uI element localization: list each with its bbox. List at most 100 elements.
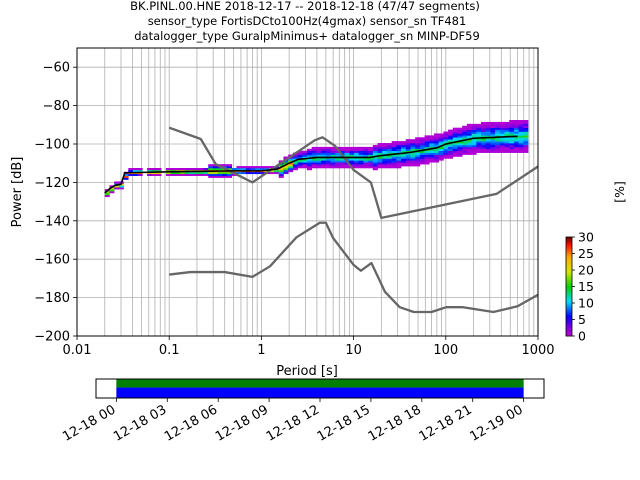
colorbar-segment [566,273,572,276]
ppsd-cell [269,171,275,175]
ppsd-cell [151,169,157,173]
ppsd-cell [513,139,519,142]
ppsd-cell [433,160,439,163]
ppsd-cell [429,148,435,152]
colorbar-segment [566,296,572,299]
ppsd-cell [429,141,435,144]
ppsd-cell [321,152,327,155]
ppsd-cell [438,158,444,161]
ppsd-cell [368,148,374,152]
ppsd-cell [354,160,360,163]
ppsd-cell [471,148,477,152]
ppsd-cell [316,150,322,153]
ppsd-cell [241,171,247,175]
ppsd-cell [471,144,477,148]
ppsd-cell [438,143,444,146]
ppsd-cell [471,135,477,138]
time-tick-label: 12-18 12 [264,402,322,444]
ppsd-cell [513,144,519,148]
ppsd-cell [396,162,402,165]
ppsd-cell [354,166,360,169]
ppsd-cell [128,168,134,171]
ppsd-cell [217,171,223,175]
ppsd-cell [217,173,223,176]
ppsd-cell [448,143,454,146]
ppsd-cell [377,143,383,146]
ppsd-cell [316,154,322,157]
ppsd-cell [405,162,411,165]
ppsd-cell [184,168,190,171]
ppsd-cell [321,164,327,167]
ppsd-cell [316,152,322,155]
ppsd-cell [466,131,472,134]
ppsd-cell [222,164,228,167]
ppsd-cell [419,162,425,165]
ppsd-cell [391,166,397,169]
ppsd-cell [419,137,425,140]
ppsd-cell [410,143,416,146]
ppsd-cell [358,146,364,150]
ppsd-cell [452,133,458,136]
ppsd-cell [372,152,378,155]
ppsd-cell [448,154,454,157]
ppsd-cell [396,148,402,152]
colorbar-segment [566,286,572,289]
title-line-3: datalogger_type GuralpMinimus+ datalogge… [134,29,480,43]
ppsd-cell [424,150,430,153]
colorbar-segment [566,241,572,244]
ppsd-cell [118,185,124,188]
ppsd-cell [476,144,482,148]
ppsd-cell [259,171,265,175]
ppsd-cell [495,123,501,127]
ppsd-cell [363,160,369,163]
ppsd-cell [311,150,317,153]
ppsd-cell [471,131,477,134]
ppsd-cell [518,144,524,148]
noise-model-low [169,221,539,314]
ppsd-cell [175,171,181,175]
ppsd-cell [410,158,416,161]
ppsd-cell [518,127,524,130]
ppsd-cell [433,133,439,136]
ppsd-cell [462,152,468,155]
ppsd-cell [462,137,468,140]
colorbar-segment [566,279,572,282]
ppsd-cell [344,150,350,153]
ppsd-cell [358,150,364,153]
ppsd-cell [396,150,402,153]
ppsd-cell [396,143,402,146]
ppsd-cell [156,168,162,171]
ppsd-cell [518,141,524,144]
ppsd-cell [419,158,425,161]
ppsd-cell [438,133,444,136]
ppsd-cell [222,171,228,175]
ppsd-cell [471,125,477,128]
colorbar-segment [566,327,572,330]
ppsd-cell [457,137,463,140]
ppsd-cell [518,143,524,146]
colorbar-tick-label: 5 [578,312,586,327]
ppsd-cell [452,152,458,155]
ppsd-cell [132,169,138,173]
ppsd-cell [509,143,515,146]
ppsd-cell [292,156,298,159]
ppsd-cell [433,150,439,153]
ppsd-cell [424,137,430,140]
time-tick-label: 12-18 18 [366,402,424,444]
ppsd-cell [212,173,218,176]
ppsd-cell [405,158,411,161]
ppsd-cell [429,144,435,148]
x-tick-label: 0.01 [63,343,92,358]
ppsd-cell [306,148,312,152]
ppsd-cell [452,150,458,153]
ppsd-cell [476,139,482,142]
ppsd-cell [372,168,378,171]
ppsd-cell [481,141,487,144]
ppsd-cell [297,156,303,159]
ppsd-cell [490,146,496,150]
ppsd-cell [466,127,472,130]
time-tick-label: 12-18 21 [417,402,475,444]
ppsd-cell [443,146,449,150]
colorbar-segment [566,324,572,327]
